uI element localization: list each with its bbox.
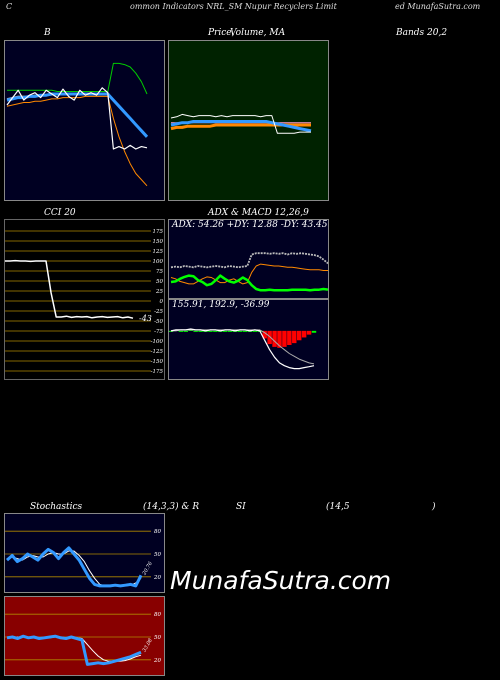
- price-ma-chart: [169, 41, 328, 200]
- title-volume-ma: Volume, MA: [230, 28, 286, 38]
- oscillator-tick-label: 80: [154, 612, 161, 618]
- macd-line: [170, 328, 315, 370]
- macd-histogram-bar: [267, 330, 272, 345]
- macd-histogram-bar: [311, 330, 317, 333]
- macd-panel: 155.91, 192.9, -36.99: [168, 299, 329, 380]
- macd-histogram-bar: [242, 330, 248, 332]
- title-adx-macd: ADX & MACD 12,26,9: [208, 208, 309, 218]
- macd-histogram-bar: [301, 330, 307, 338]
- macd-histogram-bar: [292, 330, 297, 344]
- oscillator-tick-label: 20: [153, 658, 161, 664]
- cci-tick-label: -50: [154, 319, 163, 325]
- macd-histogram-bar: [287, 330, 292, 345]
- cci-tick-label: -125: [151, 349, 164, 355]
- macd-histogram-bar: [296, 330, 302, 341]
- cci-tick-label: 150: [153, 239, 164, 245]
- cci-tick-label: 75: [156, 269, 163, 275]
- macd-histogram-bar: [306, 330, 312, 335]
- cci-chart: 175 150 125 100 75 50 25 0 -25 -50 -75 -100 -125 -150…: [5, 220, 164, 379]
- macd-histogram-bar: [193, 330, 198, 332]
- macd-chart: [169, 300, 328, 379]
- cci-line: [5, 259, 134, 319]
- macd-histogram-bar: [227, 330, 233, 332]
- header-site: ed MunafaSutra.com: [395, 2, 481, 11]
- cci-tick-label: -175: [151, 369, 164, 375]
- header-title: ommon Indicators NRL_SM Nupur Recyclers …: [130, 2, 337, 11]
- price-line: [170, 113, 311, 134]
- cci-tick-label: 0: [160, 299, 164, 305]
- panel-background: [5, 41, 164, 200]
- macd-histogram-bar: [213, 330, 218, 332]
- bollinger-chart: [5, 41, 164, 200]
- title-stoch-2: (14,3,3) & R: [143, 502, 200, 512]
- panel-background: [169, 300, 328, 379]
- rsi-line: [6, 634, 142, 666]
- title-stoch-5: ): [432, 502, 436, 512]
- minus-di-line: [170, 263, 328, 285]
- title-price-ma: Price,: [208, 28, 235, 38]
- title-bands: Bands 20,2: [396, 28, 448, 38]
- macd-histogram-bar: [282, 330, 287, 347]
- plus-di-line: [170, 274, 328, 292]
- cci-tick-label: -75: [154, 329, 163, 335]
- panel-background: [5, 514, 164, 592]
- title-stoch-1: Stochastics: [30, 502, 83, 512]
- cci-tick-label: -25: [154, 309, 163, 315]
- rsi-panel: 80 50 20 33.08: [4, 596, 165, 676]
- price-ma-panel: [168, 40, 329, 201]
- cci-tick-label: -150: [151, 359, 164, 365]
- macd-histogram-bar: [277, 330, 282, 348]
- cci-tick-label: 50: [156, 279, 163, 285]
- title-bollinger: B: [44, 28, 51, 38]
- macd-histogram-bar: [272, 330, 277, 347]
- cci-tick-label: 175: [153, 229, 164, 235]
- cci-tick-label: 100: [153, 259, 164, 265]
- macd-histogram-bar: [262, 330, 267, 339]
- cci-tick-label: 125: [153, 249, 164, 255]
- adx-legend: ADX: 54.26 +DY: 12.88 -DY: 43.45: [172, 220, 328, 230]
- adx-chart: [169, 220, 328, 298]
- macd-legend: 155.91, 192.9, -36.99: [172, 300, 270, 310]
- oscillator-tick-label: 50: [154, 635, 161, 641]
- title-cci: CCI 20: [44, 208, 76, 218]
- macd-histogram-bar: [208, 330, 213, 332]
- macd-histogram-bar: [183, 330, 189, 332]
- cci-tick-label: 25: [155, 289, 163, 295]
- price-line: [6, 87, 148, 150]
- cci-panel: 175 150 125 100 75 50 25 0 -25 -50 -75 -100 -125 -150…: [4, 219, 165, 380]
- upper-band-line: [7, 62, 148, 95]
- oscillator-tick-label: 20: [153, 575, 161, 581]
- blue-ma-line: [170, 120, 312, 133]
- macd-histogram-bar: [237, 330, 243, 332]
- macd-histogram-bar: [223, 330, 228, 332]
- title-stoch-4: (14,5: [326, 502, 350, 512]
- oscillator-tick-label: 50: [154, 552, 161, 558]
- macd-histogram-bar: [178, 330, 184, 332]
- panel-background: [169, 220, 328, 298]
- cci-tick-label: -100: [151, 339, 164, 345]
- header-left-letter: C: [6, 2, 13, 11]
- k-line: [6, 546, 143, 588]
- stochastics-panel: 80 50 20 20.76: [4, 513, 165, 593]
- adx-panel: ADX: 54.26 +DY: 12.88 -DY: 43.45: [168, 219, 329, 299]
- cci-last-value-label: -43: [139, 314, 152, 323]
- macd-histogram-bar: [252, 330, 258, 332]
- macd-histogram-bar: [198, 330, 203, 332]
- watermark: MunafaSutra.com: [170, 566, 392, 595]
- title-stoch-3: SI: [236, 502, 246, 512]
- macd-histogram-bar: [188, 329, 193, 331]
- panel-background: [5, 220, 164, 379]
- bollinger-panel: [4, 40, 165, 201]
- oscillator-tick-label: 80: [154, 529, 161, 535]
